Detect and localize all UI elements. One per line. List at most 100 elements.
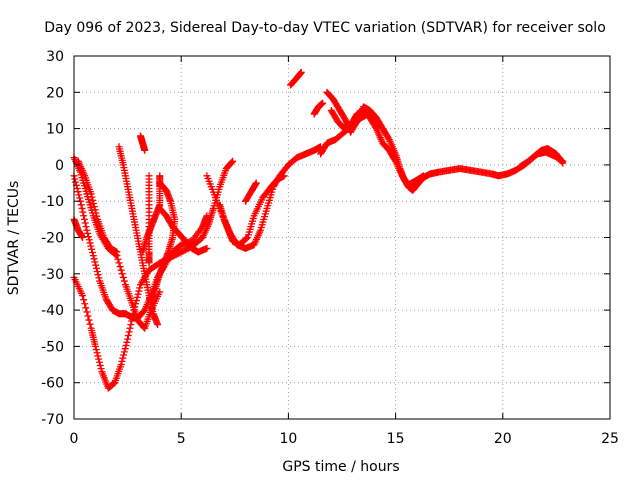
data-point-marker	[76, 194, 84, 202]
data-point-marker	[77, 201, 85, 209]
data-point-marker	[120, 348, 128, 356]
data-point-marker	[90, 199, 98, 207]
series-track-s	[327, 106, 427, 189]
data-point-marker	[139, 248, 147, 256]
data-point-marker	[93, 264, 101, 272]
axis-ticks: 0 5 10 15 20 25 -70 -60 -50 -40 -30 -20 -10 0 10 20 30	[41, 49, 619, 447]
data-point-marker	[89, 252, 97, 260]
data-point-marker	[92, 209, 100, 217]
data-point-marker	[93, 268, 101, 276]
data-point-marker	[125, 328, 133, 336]
data-point-marker	[109, 380, 117, 388]
data-point-marker	[135, 287, 143, 295]
data-point-marker	[91, 258, 99, 266]
y-tick-label: -60	[41, 376, 64, 392]
data-point-marker	[94, 352, 102, 360]
data-point-marker	[154, 321, 162, 329]
data-point-marker	[319, 99, 327, 107]
y-tick-label: 30	[46, 49, 64, 65]
data-point-marker	[85, 316, 93, 324]
data-point-marker	[203, 212, 211, 220]
data-point-marker	[136, 284, 144, 292]
data-point-marker	[81, 300, 89, 308]
data-point-marker	[558, 158, 566, 166]
data-point-marker	[120, 351, 128, 359]
data-point-marker	[229, 157, 237, 165]
data-point-marker	[147, 299, 155, 307]
data-point-marker	[95, 358, 103, 366]
series-track-k	[147, 179, 179, 307]
data-point-marker	[116, 263, 124, 271]
data-point-marker	[88, 245, 96, 253]
data-point-marker	[297, 68, 305, 76]
x-tick-label: 25	[601, 431, 619, 447]
data-point-marker	[115, 259, 123, 267]
data-point-marker	[95, 274, 103, 282]
data-point-marker	[86, 239, 94, 247]
data-point-marker	[78, 204, 86, 212]
data-point-marker	[89, 196, 97, 204]
y-tick-label: -20	[41, 231, 64, 247]
data-point-marker	[124, 335, 132, 343]
data-point-marker	[82, 304, 90, 312]
y-tick-label: -70	[41, 412, 64, 428]
data-point-marker	[79, 292, 87, 300]
data-point-marker	[133, 293, 141, 301]
data-point-marker	[118, 357, 126, 365]
data-point-marker	[114, 255, 122, 263]
data-point-marker	[80, 212, 88, 220]
data-point-marker	[418, 172, 426, 180]
data-point-marker	[121, 345, 129, 353]
data-point-marker	[120, 277, 128, 285]
y-tick-label: 10	[46, 122, 64, 138]
data-point-marker	[87, 242, 95, 250]
data-point-marker	[127, 321, 135, 329]
y-tick-label: 20	[46, 85, 64, 101]
data-point-marker	[280, 172, 288, 180]
data-point-marker	[118, 270, 126, 278]
x-axis-label: GPS time / hours	[282, 459, 399, 475]
data-point-marker	[252, 179, 260, 187]
data-point-marker	[559, 159, 567, 167]
data-point-marker	[126, 324, 134, 332]
data-point-marker	[79, 234, 87, 241]
data-point-marker	[83, 308, 91, 316]
data-point-marker	[82, 223, 90, 231]
data-point-marker	[140, 323, 148, 331]
x-tick-label: 0	[70, 431, 79, 447]
data-point-marker	[80, 215, 88, 223]
data-point-marker	[86, 320, 94, 328]
data-point-marker	[117, 361, 125, 369]
y-tick-label: -10	[41, 194, 64, 210]
series-track-p	[310, 99, 327, 118]
data-point-marker	[88, 248, 96, 256]
data-point-marker	[119, 354, 127, 362]
chart-title: Day 096 of 2023, Sidereal Day-to-day VTE…	[44, 20, 606, 36]
data-point-marker	[84, 229, 92, 237]
data-point-marker	[122, 341, 130, 349]
series-track-n	[242, 179, 260, 205]
data-point-marker	[83, 226, 91, 234]
data-point-marker	[87, 190, 95, 198]
data-point-marker	[95, 355, 103, 363]
data-point-marker	[391, 156, 399, 164]
data-point-marker	[96, 361, 104, 369]
data-point-marker	[73, 184, 81, 192]
data-point-marker	[91, 342, 99, 350]
y-tick-label: -40	[41, 303, 64, 319]
series-track-t	[516, 145, 567, 171]
data-point-marker	[75, 191, 83, 199]
data-point-marker	[80, 296, 88, 304]
series-track-e	[74, 157, 121, 256]
data-point-marker	[92, 346, 100, 354]
data-point-marker	[117, 266, 125, 274]
data-point-marker	[228, 158, 236, 166]
data-point-marker	[84, 312, 92, 320]
data-point-marker	[243, 234, 251, 242]
x-tick-label: 20	[494, 431, 512, 447]
data-point-marker	[203, 244, 211, 252]
data-point-marker	[141, 146, 149, 154]
x-tick-label: 15	[387, 431, 405, 447]
data-point-marker	[72, 178, 80, 186]
